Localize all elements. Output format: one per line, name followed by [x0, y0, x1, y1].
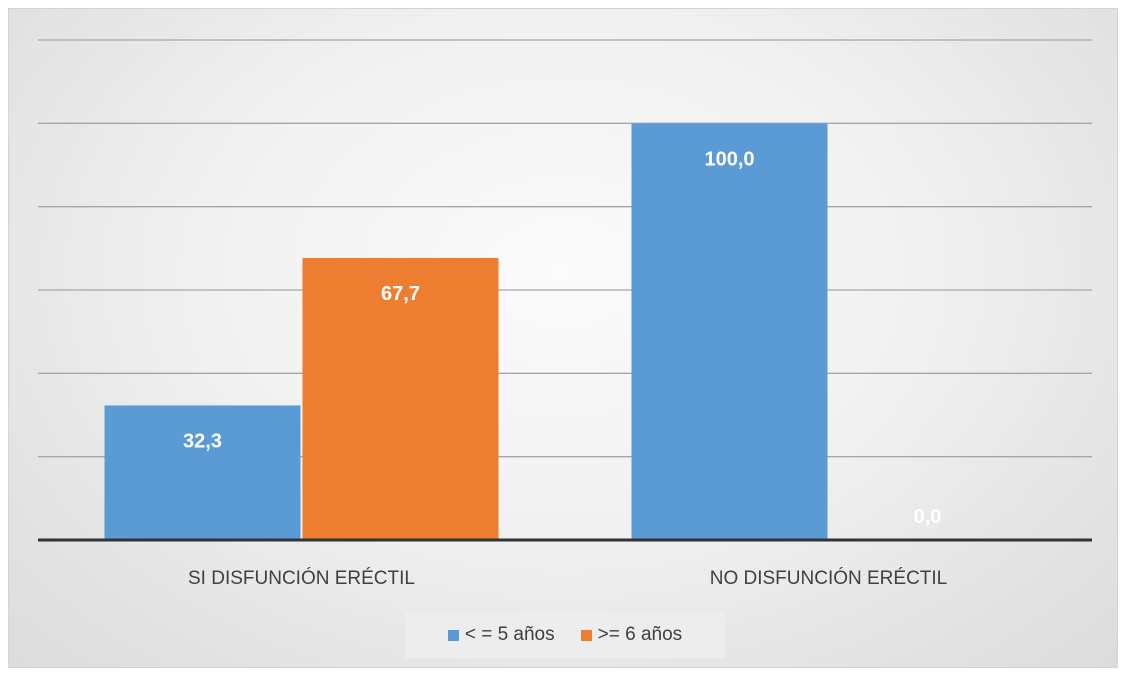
- legend-item-series-1: < = 5 años: [447, 624, 555, 646]
- bar-2-1: [302, 257, 499, 540]
- data-labels: 32,3 67,7 100,0 0,0: [183, 148, 941, 528]
- chart-frame: [8, 8, 1118, 668]
- category-label-2: NO DISFUNCIÓN ERÉCTIL: [710, 567, 948, 589]
- data-label-1-2: 100,0: [704, 148, 754, 170]
- bar-1-2: [631, 123, 828, 540]
- legend-label-series-2: >= 6 años: [597, 624, 683, 645]
- category-label-1: SI DISFUNCIÓN ERÉCTIL: [188, 567, 415, 589]
- gridlines: [38, 39, 1092, 458]
- bar-1-1: [104, 405, 301, 540]
- category-labels: SI DISFUNCIÓN ERÉCTIL NO DISFUNCIÓN ERÉCT…: [188, 567, 947, 589]
- legend-label-series-1: < = 5 años: [464, 624, 555, 645]
- legend: < = 5 años >= 6 años: [405, 612, 725, 658]
- legend-swatch-series-2: [580, 629, 592, 641]
- data-label-2-1: 67,7: [381, 283, 420, 305]
- bars: [104, 123, 828, 540]
- data-label-2-2: 0,0: [914, 506, 942, 528]
- legend-item-series-2: >= 6 años: [580, 624, 683, 646]
- legend-swatch-series-1: [447, 629, 459, 641]
- data-label-1-1: 32,3: [183, 430, 222, 452]
